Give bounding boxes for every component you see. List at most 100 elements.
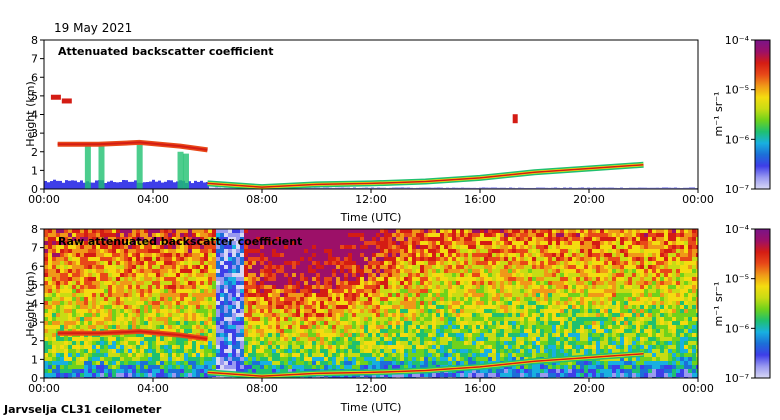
backscatter-cell	[348, 293, 352, 297]
backscatter-cell	[524, 229, 528, 233]
backscatter-cell	[232, 305, 236, 309]
backscatter-cell	[244, 333, 248, 337]
backscatter-cell	[168, 289, 172, 293]
backscatter-cell	[436, 337, 440, 341]
backscatter-cell	[300, 345, 304, 349]
backscatter-cell	[336, 321, 340, 325]
backscatter-cell	[140, 261, 144, 265]
backscatter-cell	[88, 357, 92, 361]
backscatter-cell	[376, 325, 380, 329]
backscatter-cell	[356, 333, 360, 337]
backscatter-cell	[160, 237, 164, 241]
backscatter-cell	[332, 273, 336, 277]
backscatter-cell	[168, 325, 172, 329]
backscatter-cell	[500, 345, 504, 349]
backscatter-cell	[348, 357, 352, 361]
backscatter-cell	[328, 301, 332, 305]
backscatter-cell	[428, 317, 432, 321]
backscatter-cell	[444, 361, 448, 365]
backscatter-cell	[392, 313, 396, 317]
backscatter-cell	[368, 357, 372, 361]
backscatter-cell	[84, 261, 88, 265]
backscatter-cell	[296, 345, 300, 349]
backscatter-cell	[144, 345, 148, 349]
backscatter-cell	[536, 241, 540, 245]
backscatter-cell	[84, 229, 88, 233]
backscatter-cell	[192, 241, 196, 245]
backscatter-cell	[392, 373, 396, 377]
backscatter-cell	[532, 365, 536, 369]
backscatter-cell	[276, 257, 280, 261]
backscatter-cell	[468, 289, 472, 293]
backscatter-cell	[416, 261, 420, 265]
backscatter-cell	[376, 349, 380, 353]
backscatter-cell	[304, 273, 308, 277]
backscatter-cell	[384, 333, 388, 337]
backscatter-cell	[160, 369, 164, 373]
backscatter-cell	[528, 245, 532, 249]
backscatter-cell	[380, 305, 384, 309]
backscatter-cell	[376, 333, 380, 337]
backscatter-cell	[276, 349, 280, 353]
backscatter-cell	[56, 261, 60, 265]
backscatter-cell	[440, 357, 444, 361]
backscatter-cell	[144, 353, 148, 357]
backscatter-cell	[288, 253, 292, 257]
backscatter-cell	[348, 353, 352, 357]
backscatter-cell	[324, 361, 328, 365]
backscatter-cell	[196, 305, 200, 309]
backscatter-cell	[120, 281, 124, 285]
backscatter-cell	[504, 321, 508, 325]
backscatter-cell	[436, 241, 440, 245]
backscatter-cell	[76, 277, 80, 281]
aerosol-cell	[395, 187, 398, 189]
backscatter-cell	[284, 305, 288, 309]
backscatter-cell	[272, 369, 276, 373]
backscatter-cell	[88, 285, 92, 289]
backscatter-cell	[256, 345, 260, 349]
backscatter-cell	[500, 261, 504, 265]
backscatter-cell	[72, 293, 76, 297]
backscatter-cell	[112, 249, 116, 253]
backscatter-cell	[248, 321, 252, 325]
backscatter-cell	[132, 373, 136, 377]
backscatter-cell	[512, 329, 516, 333]
backscatter-cell	[208, 297, 212, 301]
backscatter-cell	[176, 349, 180, 353]
backscatter-cell	[84, 233, 88, 237]
backscatter-cell	[64, 353, 68, 357]
backscatter-cell	[212, 229, 216, 233]
backscatter-cell	[60, 337, 64, 341]
backscatter-cell	[196, 373, 200, 377]
backscatter-cell	[512, 265, 516, 269]
backscatter-cell	[72, 237, 76, 241]
backscatter-cell	[68, 357, 72, 361]
backscatter-cell	[208, 301, 212, 305]
backscatter-cell	[224, 337, 228, 341]
backscatter-cell	[332, 237, 336, 241]
backscatter-cell	[392, 353, 396, 357]
backscatter-cell	[132, 261, 136, 265]
backscatter-cell	[140, 277, 144, 281]
backscatter-cell	[196, 357, 200, 361]
backscatter-cell	[504, 273, 508, 277]
backscatter-cell	[344, 313, 348, 317]
backscatter-cell	[300, 249, 304, 253]
backscatter-cell	[96, 341, 100, 345]
backscatter-cell	[76, 305, 80, 309]
backscatter-cell	[396, 329, 400, 333]
backscatter-cell	[436, 361, 440, 365]
backscatter-cell	[48, 293, 52, 297]
backscatter-cell	[140, 309, 144, 313]
backscatter-cell	[156, 277, 160, 281]
backscatter-cell	[176, 245, 180, 249]
backscatter-cell	[292, 273, 296, 277]
backscatter-cell	[456, 289, 460, 293]
backscatter-cell	[140, 341, 144, 345]
backscatter-cell	[376, 285, 380, 289]
backscatter-cell	[80, 253, 84, 257]
backscatter-cell	[84, 341, 88, 345]
aerosol-cell	[161, 182, 164, 189]
backscatter-cell	[480, 265, 484, 269]
backscatter-cell	[128, 237, 132, 241]
